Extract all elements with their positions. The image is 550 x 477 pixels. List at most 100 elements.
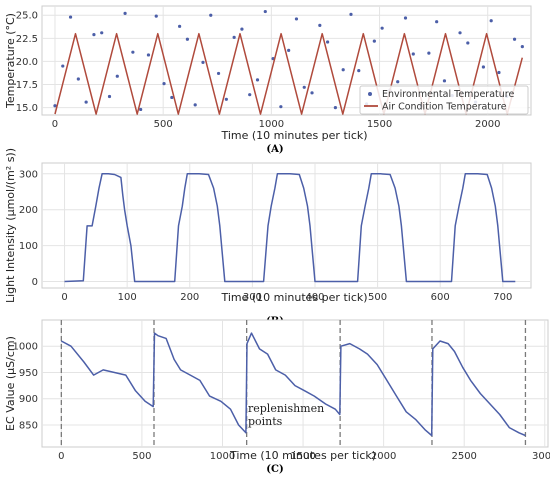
data-point: [279, 105, 283, 109]
data-point: [341, 68, 345, 72]
x-tick-label: 1000: [259, 119, 284, 130]
data-point: [357, 69, 361, 73]
x-tick-label: 400: [305, 292, 324, 303]
data-point: [489, 19, 493, 23]
data-point: [512, 37, 517, 41]
data-point: [139, 107, 143, 112]
x-tick-label: 0: [58, 451, 64, 462]
data-point: [123, 11, 127, 15]
legend-marker-scatter: [368, 92, 372, 96]
plot-area: [41, 162, 532, 289]
data-point: [68, 15, 73, 19]
data-point: [115, 74, 119, 78]
data-point: [255, 78, 260, 82]
y-tick-label: 950: [19, 368, 38, 379]
data-point: [92, 33, 96, 37]
x-axis-label: Time (10 minutes per tick): [220, 129, 367, 142]
data-point: [380, 26, 384, 30]
y-tick-label: 0: [32, 277, 38, 288]
y-axis-label: Temperature (°C): [4, 13, 17, 109]
data-point: [61, 64, 65, 68]
y-tick-label: 17.5: [16, 80, 38, 91]
panel-caption: (C): [266, 464, 283, 475]
data-point: [302, 85, 306, 89]
x-tick-label: 1500: [367, 119, 392, 130]
y-tick-label: 300: [19, 169, 38, 180]
data-point: [411, 52, 415, 56]
x-tick-label: 500: [132, 451, 151, 462]
data-point: [427, 51, 431, 55]
data-point: [170, 95, 174, 100]
data-point: [53, 104, 57, 108]
y-axis-label: EC Value (μS/cm): [4, 336, 17, 431]
x-tick-label: 500: [368, 292, 387, 303]
x-tick-label: 700: [493, 292, 512, 303]
x-tick-label: 0: [52, 119, 58, 130]
plot-area: [41, 319, 549, 448]
y-tick-label: 100: [19, 241, 38, 252]
data-point: [240, 27, 244, 31]
data-point: [333, 106, 337, 110]
x-tick-label: 200: [180, 292, 199, 303]
legend: Environmental Temperature Air Condition T…: [359, 85, 529, 115]
data-point: [481, 65, 485, 69]
data-point: [318, 23, 322, 27]
x-tick-label: 300: [243, 292, 262, 303]
data-point: [458, 31, 462, 35]
data-point: [287, 48, 291, 52]
data-point: [372, 39, 376, 43]
data-point: [232, 35, 236, 40]
data-point: [435, 20, 439, 24]
data-point: [216, 71, 221, 76]
y-tick-label: 200: [19, 205, 38, 216]
x-tick-label: 3000: [532, 451, 550, 462]
data-point: [294, 17, 299, 21]
annotation-line-1: replenishmen: [248, 402, 324, 415]
data-point: [146, 53, 151, 57]
y-axis-label: Light Intensity (μmol/(m² s)): [4, 148, 17, 303]
data-point: [201, 60, 205, 64]
data-point: [310, 91, 314, 95]
data-point: [396, 80, 400, 84]
data-point: [442, 79, 447, 83]
series-line: [54, 32, 524, 115]
data-point: [224, 97, 228, 101]
data-point: [162, 81, 166, 86]
data-point: [248, 93, 252, 97]
data-point: [349, 12, 353, 16]
x-tick-label: 0: [61, 292, 67, 303]
data-line: [64, 173, 516, 283]
x-tick-label: 1000: [210, 451, 235, 462]
legend-box: [359, 85, 529, 115]
x-tick-label: 500: [154, 119, 173, 130]
legend-item-environmental: Environmental Temperature: [382, 89, 514, 100]
chart-panel-3: 0500100015002000250030008509009501000Tim…: [4, 319, 550, 475]
x-tick-label: 100: [118, 292, 137, 303]
data-point: [76, 77, 80, 81]
data-line: [60, 332, 526, 437]
y-tick-label: 15.0: [16, 103, 38, 114]
y-tick-label: 20.0: [16, 57, 38, 68]
data-point: [178, 24, 182, 28]
data-point: [185, 37, 190, 41]
y-tick-label: 1000: [13, 342, 38, 353]
data-point: [131, 50, 135, 54]
x-axis-label: Time (10 minutes per tick): [229, 449, 376, 462]
data-point: [209, 13, 213, 17]
data-point: [107, 94, 112, 99]
data-point: [403, 16, 408, 20]
data-point: [84, 100, 88, 104]
annotation-line-2: points: [248, 415, 283, 428]
x-tick-label: 2500: [451, 451, 476, 462]
x-tick-label: 600: [431, 292, 450, 303]
chart-panel-1: 0 500 1000 1500 2000 15.0 17.5 20.0 22.5 25.0 Time…: [4, 5, 532, 155]
data-point: [466, 41, 470, 45]
data-point: [326, 40, 330, 44]
data-point: [193, 103, 197, 107]
x-tick-label: 2000: [475, 119, 500, 130]
data-point: [154, 14, 158, 18]
y-tick-label: 25.0: [16, 11, 38, 22]
